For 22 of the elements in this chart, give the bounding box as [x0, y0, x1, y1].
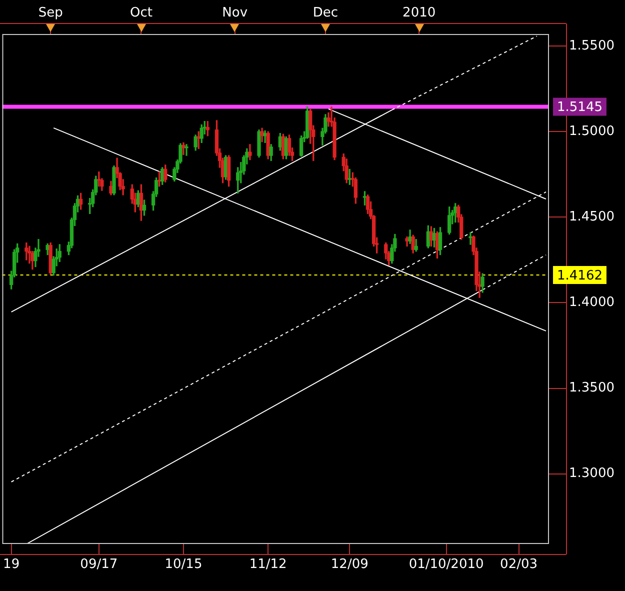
y-tick-label: 1.4500 — [569, 209, 614, 224]
y-tick-label: 1.3000 — [569, 466, 614, 482]
x-tick-label: 09/17 — [80, 557, 118, 572]
x2-tick-label: 2010 — [402, 6, 436, 21]
x2-tick-label: Nov — [222, 6, 248, 21]
x-tick-label: 02/03 — [500, 557, 538, 572]
y-tick-label: 1.3500 — [569, 380, 614, 396]
ref-line-label: 1.5145 — [557, 100, 602, 116]
x-tick-label: 19 — [3, 557, 20, 572]
y-tick-label: 1.5000 — [569, 124, 614, 139]
x2-tick-label: Sep — [38, 6, 63, 21]
candlestick — [248, 144, 252, 160]
x2-tick-label: Dec — [312, 6, 338, 21]
y-tick-label: 1.5500 — [569, 38, 614, 54]
ref-line-label: 1.4162 — [557, 268, 602, 284]
x2-tick-label: Oct — [130, 6, 152, 21]
x-tick-label: 11/12 — [249, 557, 287, 572]
x-tick-label: 12/09 — [330, 557, 368, 572]
x-tick-label: 01/10/2010 — [408, 557, 484, 572]
y-tick-label: 1.4000 — [569, 295, 614, 310]
x-tick-label: 10/15 — [164, 557, 202, 572]
candlestick — [184, 144, 188, 156]
